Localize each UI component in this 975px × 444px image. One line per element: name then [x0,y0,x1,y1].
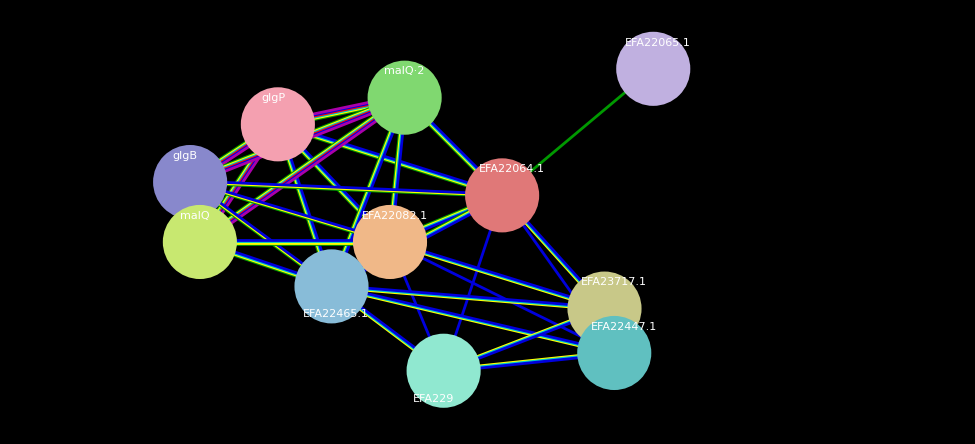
Ellipse shape [465,159,539,232]
Ellipse shape [294,250,369,323]
Ellipse shape [616,32,690,106]
Text: malQ·2: malQ·2 [384,66,425,76]
Text: EFA229: EFA229 [413,394,454,404]
Text: EFA22465.1: EFA22465.1 [303,309,370,320]
Text: malQ: malQ [180,210,210,221]
Ellipse shape [407,334,481,408]
Ellipse shape [567,272,642,345]
Ellipse shape [153,145,227,219]
Text: glgP: glgP [261,93,285,103]
Ellipse shape [577,316,651,390]
Text: EFA23717.1: EFA23717.1 [581,277,647,287]
Text: glgB: glgB [173,151,198,161]
Ellipse shape [241,87,315,161]
Text: EFA22082.1: EFA22082.1 [362,210,428,221]
Text: EFA22064.1: EFA22064.1 [479,164,545,174]
Ellipse shape [163,205,237,279]
Text: EFA22065.1: EFA22065.1 [625,37,691,48]
Text: EFA22447.1: EFA22447.1 [591,321,657,332]
Ellipse shape [368,61,442,135]
Ellipse shape [353,205,427,279]
